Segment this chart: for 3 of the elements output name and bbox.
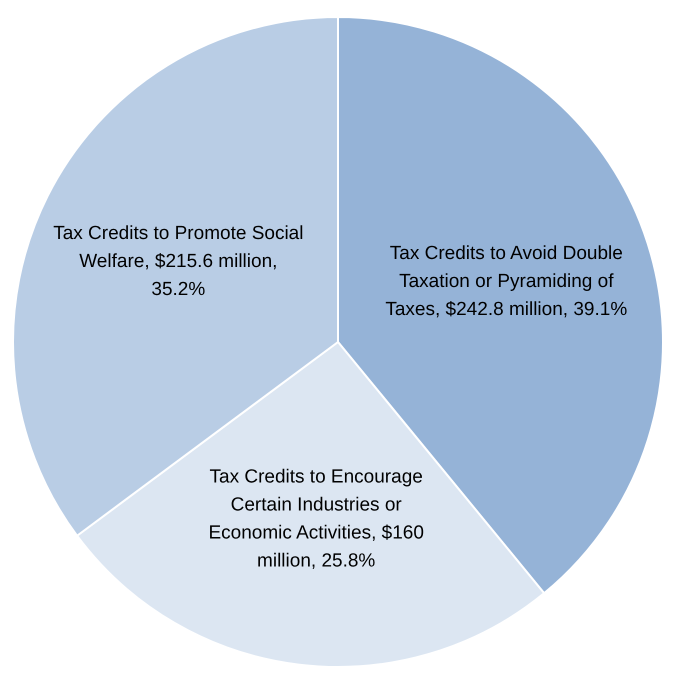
slice-label: Tax Credits to Encourage Certain Industries or Economic Activities, $160 million, 25.8% xyxy=(208,466,424,572)
slice-label: Tax Credits to Avoid Double Taxation or Pyramiding of Taxes, $242.8 million, 39.1% xyxy=(385,243,628,320)
slice-label: Tax Credits to Promote Social Welfare, $215.6 million, 35.2% xyxy=(53,222,304,300)
